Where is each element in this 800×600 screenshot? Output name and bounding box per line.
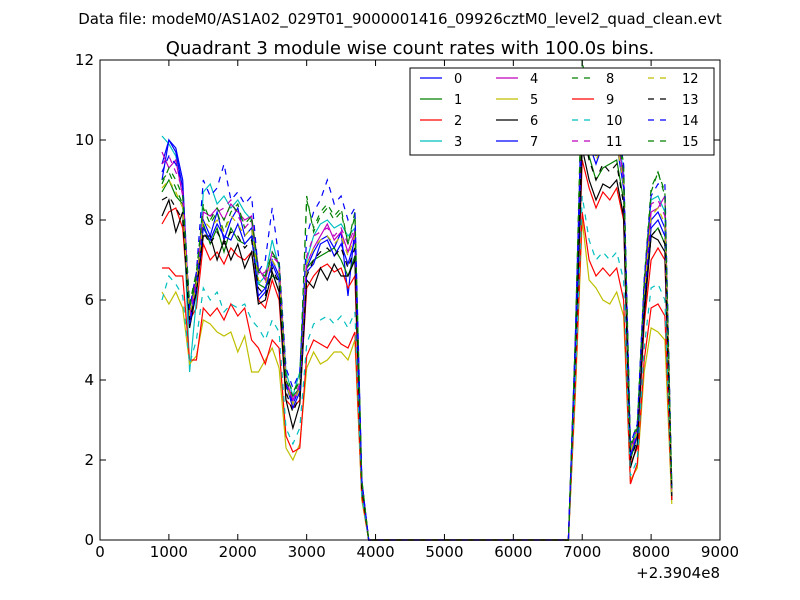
x-tick-label: 7000 (563, 543, 601, 561)
legend-label-13: 13 (682, 93, 699, 108)
x-tick-label: 1000 (150, 543, 188, 561)
axis-layer: 0 1000 2000 3000 4000 5000 6000 7000 8000 9000 0 2 4… (75, 51, 739, 561)
legend-label-3: 3 (454, 135, 462, 150)
series-line-3 (161, 99, 673, 541)
legend-label-8: 8 (606, 72, 614, 87)
series-line-12 (161, 107, 673, 541)
legend-label-0: 0 (454, 72, 462, 87)
series-line-5 (161, 219, 673, 541)
legend-label-9: 9 (606, 93, 614, 108)
legend-label-11: 11 (606, 135, 623, 150)
series-line-9 (162, 211, 673, 541)
legend-label-4: 4 (530, 72, 538, 87)
legend-label-7: 7 (530, 135, 538, 150)
legend-label-15: 15 (682, 135, 699, 150)
y-tick-label: 10 (75, 131, 94, 149)
x-offset-label: +2.3904e8 (636, 564, 720, 582)
y-tick-label: 2 (84, 451, 94, 469)
x-tick-label: 4000 (356, 543, 394, 561)
series-line-11 (161, 91, 673, 541)
x-tick-label: 6000 (494, 543, 532, 561)
legend-label-2: 2 (454, 114, 462, 129)
x-tick-label: 0 (95, 543, 105, 561)
x-tick-label: 2000 (219, 543, 257, 561)
legend-label-12: 12 (682, 72, 699, 87)
series-line-7 (161, 119, 673, 541)
legend-label-6: 6 (530, 114, 538, 129)
file-title: Data file: modeM0/AS1A02_029T01_90000014… (78, 10, 722, 29)
legend-label-1: 1 (454, 93, 462, 108)
y-tick-label: 0 (84, 531, 94, 549)
y-tick-label: 8 (84, 211, 94, 229)
x-tick-label: 8000 (632, 543, 670, 561)
legend-label-5: 5 (530, 93, 538, 108)
series-line-13 (161, 127, 673, 541)
series-line-4 (161, 103, 673, 541)
legend-label-14: 14 (682, 114, 699, 129)
chart-title: Quadrant 3 module wise count rates with … (166, 38, 655, 59)
y-tick-label: 12 (75, 51, 94, 69)
x-tick-label: 9000 (701, 543, 739, 561)
legend-label-10: 10 (606, 114, 623, 129)
series-line-0 (161, 99, 673, 541)
x-tick-label: 5000 (425, 543, 463, 561)
x-tick-label: 3000 (288, 543, 326, 561)
y-tick-label: 6 (84, 291, 94, 309)
y-tick-label: 4 (84, 371, 94, 389)
